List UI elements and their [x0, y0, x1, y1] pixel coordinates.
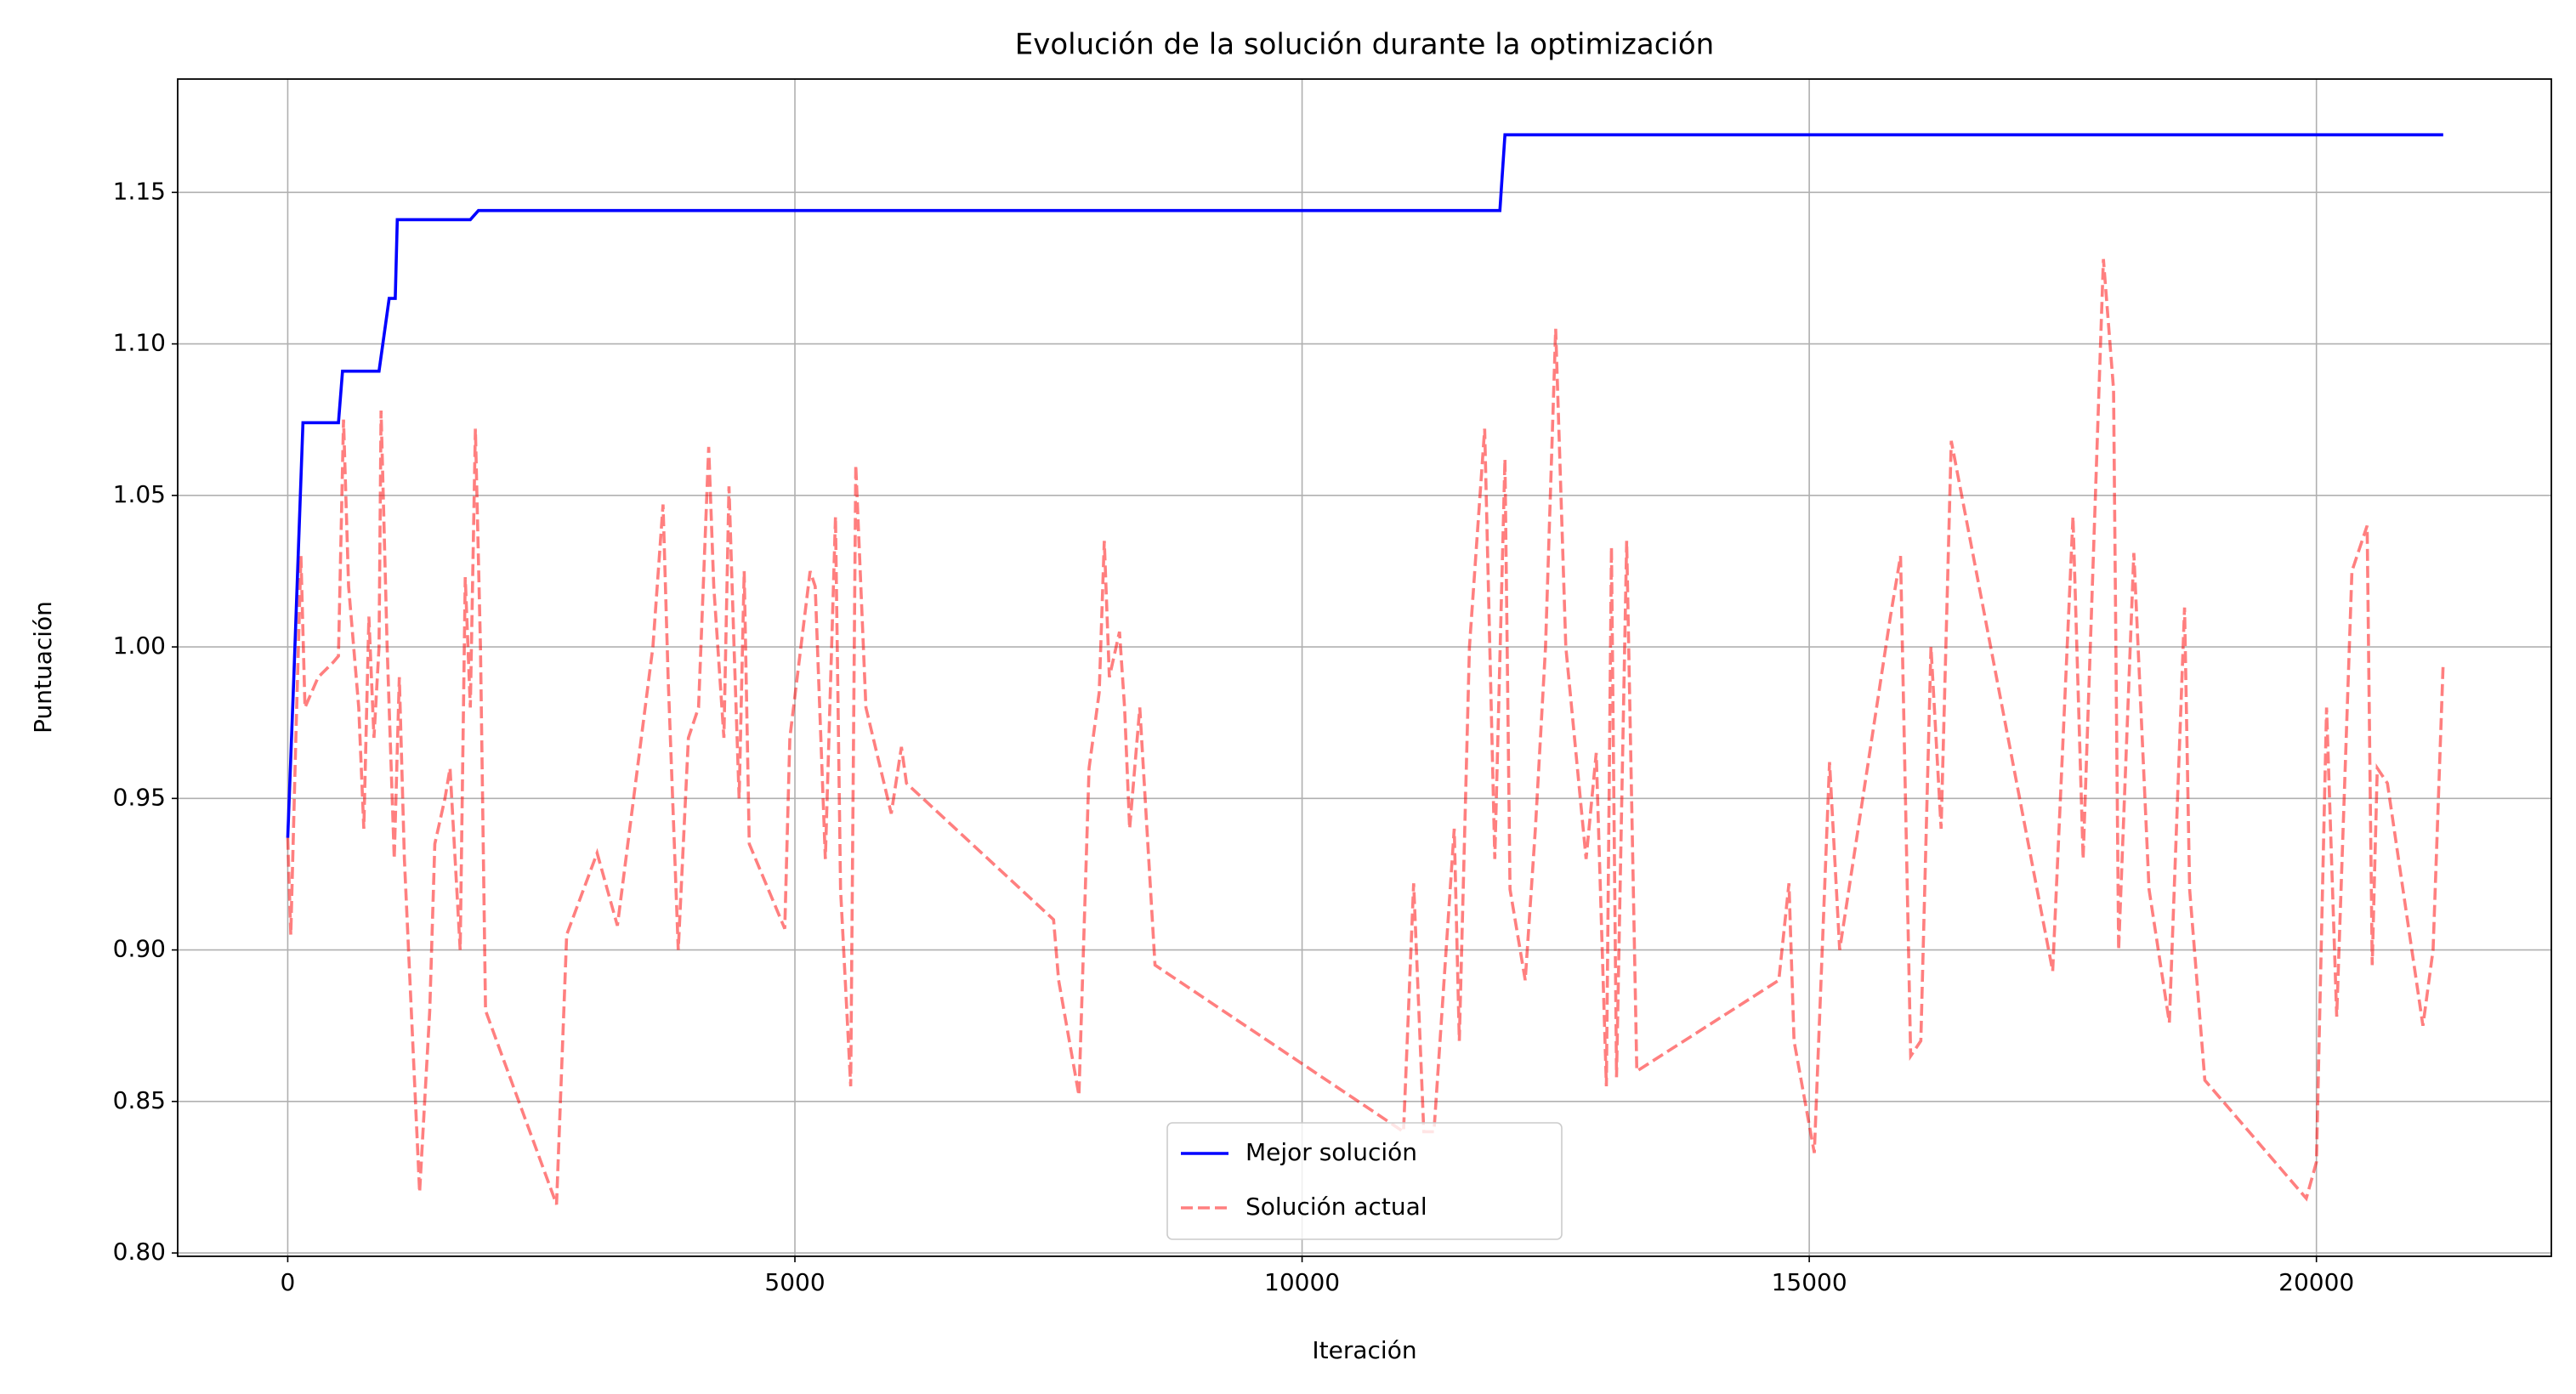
y-tick-label: 0.95 [113, 783, 166, 811]
x-tick-label: 0 [281, 1268, 296, 1296]
legend-label: Mejor solución [1245, 1138, 1417, 1166]
y-axis-label: Puntuación [29, 601, 57, 734]
x-tick-label: 5000 [764, 1268, 825, 1296]
y-tick-label: 0.90 [113, 935, 166, 963]
series-line [286, 258, 2445, 1205]
y-tick-label: 1.10 [113, 329, 166, 357]
x-tick-label: 20000 [2278, 1268, 2354, 1296]
y-tick-label: 1.15 [113, 177, 166, 205]
y-tick-label: 1.05 [113, 480, 166, 508]
y-tick-label: 0.80 [113, 1238, 166, 1266]
x-axis-label: Iteración [1312, 1336, 1416, 1364]
x-tick-label: 15000 [1772, 1268, 1847, 1296]
legend-label: Solución actual [1245, 1193, 1427, 1221]
series-line [286, 133, 2443, 838]
plot-frame [177, 78, 2552, 1257]
legend-box [1166, 1122, 1563, 1240]
x-tick-label: 10000 [1264, 1268, 1340, 1296]
chart-title: Evolución de la solución durante la opti… [1015, 28, 1714, 62]
y-tick-label: 1.00 [113, 632, 166, 660]
y-tick-label: 0.85 [113, 1086, 166, 1114]
